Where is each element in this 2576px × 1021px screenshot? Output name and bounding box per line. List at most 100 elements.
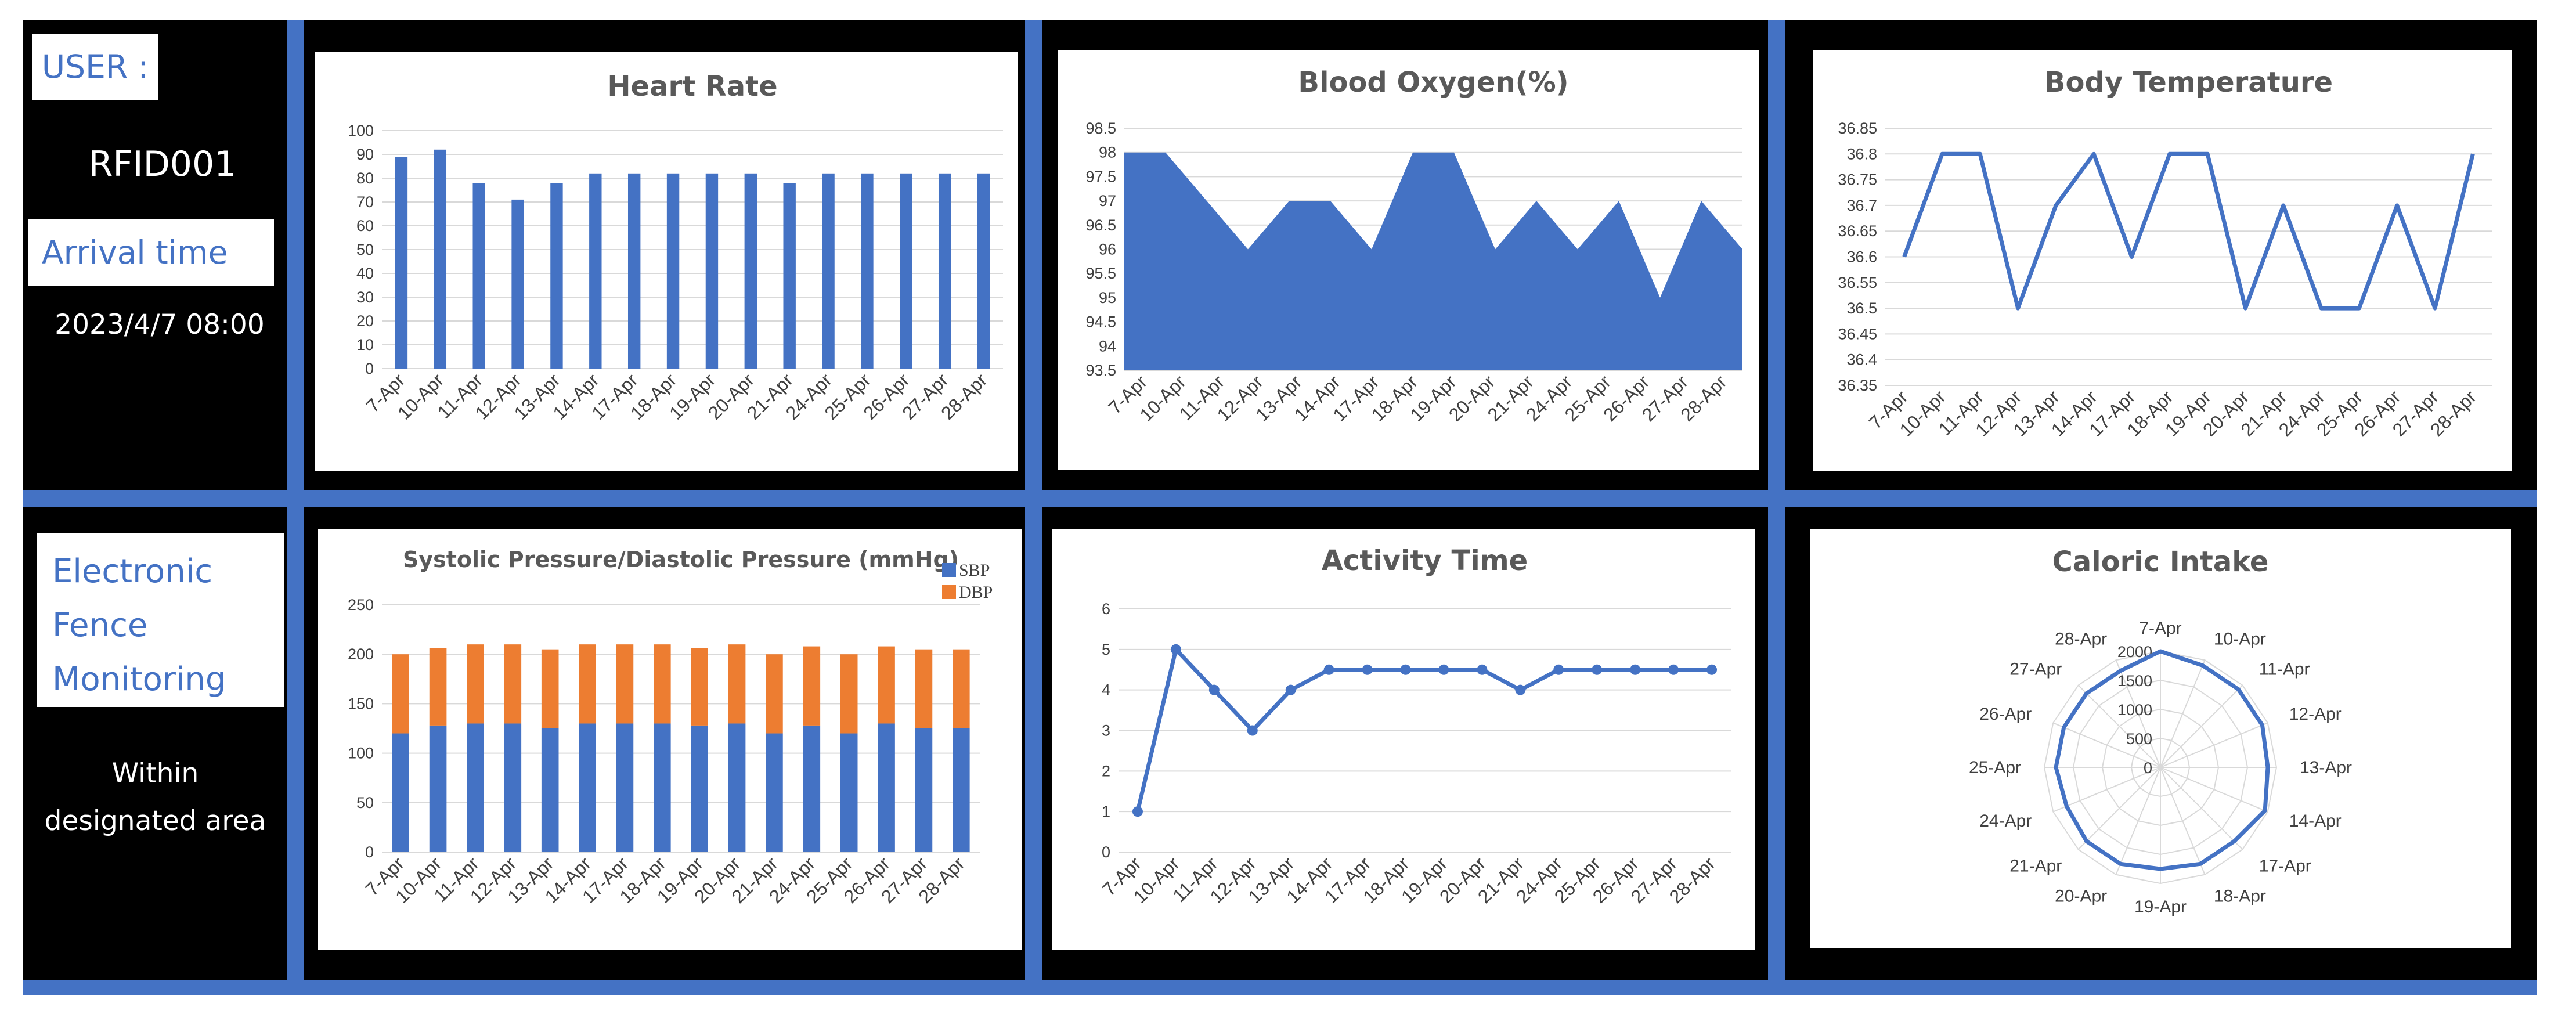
radar-spoke [2160,722,2268,768]
bar-dbp [616,644,634,724]
bar-sbp [691,725,708,852]
data-point [1132,806,1143,817]
radar-category-label: 21-Apr [2009,857,2062,876]
blood-pressure-panel: Systolic Pressure/Diastolic Pressure (mm… [318,529,1022,950]
y-tick-label: 0 [365,843,374,861]
y-tick-label: 98.5 [1085,120,1116,137]
y-tick-label: 50 [356,241,374,258]
y-tick-label: 150 [348,695,374,712]
radar-category-label: 11-Apr [2259,659,2310,679]
radar-category-label: 14-Apr [2289,811,2342,831]
divider-vertical-1 [287,20,304,995]
radar-category-label: 28-Apr [2055,629,2107,648]
caloric-intake-chart: Caloric Intake05001000150020007-Apr10-Ap… [1969,546,2352,917]
data-point [1208,684,1220,695]
user-label-box: USER : [32,34,158,100]
divider-vertical-3 [1768,20,1785,995]
radar-category-label: 7-Apr [2139,619,2181,638]
user-label: USER : [41,48,149,85]
radar-spoke [2160,767,2243,850]
legend-label: DBP [959,583,993,602]
y-tick-label: 36.6 [1846,248,1877,266]
bar [472,183,485,369]
y-tick-label: 93.5 [1085,362,1116,379]
bar [938,173,951,369]
data-point [1285,684,1296,695]
bar-dbp [429,648,447,726]
y-tick-label: 97.5 [1085,168,1116,185]
y-tick-label: 4 [1102,681,1110,699]
line-series [1902,151,2475,311]
bar-sbp [840,733,858,852]
arrival-label-box: Arrival time [28,219,274,286]
y-tick-label: 36.55 [1838,274,1877,291]
y-tick-label: 36.7 [1846,197,1877,214]
bar-dbp [541,649,559,728]
y-tick-label: 36.8 [1846,145,1877,163]
bar-sbp [579,723,596,852]
fence-status-line-2: designated area [44,805,266,837]
y-tick-label: 6 [1102,600,1110,618]
radar-category-label: 19-Apr [2134,897,2187,917]
body-temperature-chart: Body Temperature 36.35 36.4 36.45 36.5 36.55 3… [1838,66,2492,441]
bar-dbp [953,649,970,728]
bar-sbp [878,723,895,852]
fence-status: Within designated area [32,750,279,845]
area-series [1124,152,1742,370]
y-tick-label: 36.65 [1838,222,1877,240]
fence-label-line-2: Fence [52,607,148,644]
y-tick-label: 100 [348,745,374,762]
bar [783,183,796,369]
y-tick-label: 94 [1099,337,1116,355]
y-tick-label: 5 [1102,641,1110,658]
radar-category-label: 24-Apr [1979,811,2032,831]
y-tick-label: 200 [348,645,374,663]
bar-dbp [915,649,933,728]
y-tick-label: 36.35 [1838,377,1877,394]
y-tick-label: 36.45 [1838,325,1877,342]
y-tick-label: 250 [348,596,374,614]
caloric-intake-panel: Caloric Intake 0 500 1000 1500 2000 7-Apr 10-Ap… [1810,529,2511,948]
bar-dbp [467,644,484,724]
bar-sbp [467,723,484,852]
y-tick-label: 0 [1102,843,1110,861]
legend-swatch [942,563,956,577]
radar-spoke [2115,659,2161,768]
radar-category-label: 12-Apr [2289,705,2342,724]
y-tick-label: 36.5 [1846,300,1877,317]
y-tick-label: 96 [1099,241,1116,258]
bar [511,199,524,369]
y-tick-label: 36.4 [1846,351,1877,369]
heart-rate-chart: Heart Rate01020304050607080901007-Apr10-… [348,70,1003,424]
y-tick-label: 36.75 [1838,171,1877,189]
chart-title: Systolic Pressure/Diastolic Pressure (mm… [403,547,959,572]
radar-spoke [2160,659,2206,768]
y-tick-label: 30 [356,288,374,306]
bar-dbp [691,648,708,726]
y-tick-label: 70 [356,193,374,211]
fence-status-line-1: Within [111,757,199,789]
y-tick-label: 97 [1099,192,1116,210]
radar-category-label: 13-Apr [2300,758,2352,777]
data-point [1706,664,1718,675]
radar-spoke [2160,767,2206,875]
bar [395,157,408,369]
bar [589,173,602,369]
data-point [1400,664,1411,675]
bar [666,173,680,369]
y-tick-label: 40 [356,265,374,282]
y-tick-label: 50 [356,794,374,811]
radar-series [2054,649,2270,871]
bar-dbp [392,654,409,734]
radar-category-label: 26-Apr [1979,705,2032,724]
y-tick-label: 3 [1102,722,1110,739]
y-tick-label: 10 [356,336,374,353]
radar-category-label: 18-Apr [2214,887,2266,906]
bar-sbp [392,733,409,852]
bar-dbp [579,644,596,724]
radar-tick-label: 1500 [2117,672,2152,690]
divider-vertical-2 [1025,20,1042,995]
bar-sbp [504,723,522,852]
y-tick-label: 0 [365,360,374,377]
legend-swatch [942,585,956,599]
